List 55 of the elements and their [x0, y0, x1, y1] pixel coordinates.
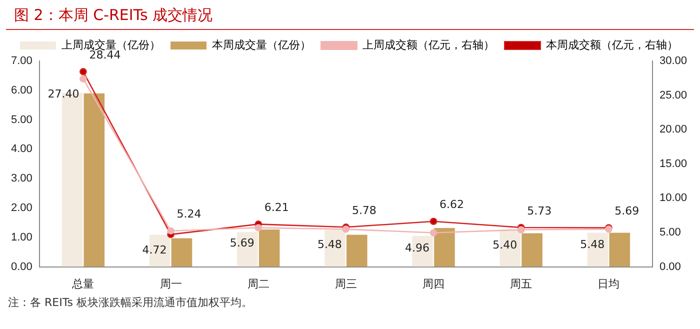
- bar: [434, 228, 455, 267]
- bar: [171, 238, 192, 267]
- x-tick-label: 周四: [422, 278, 445, 290]
- bar: [346, 234, 368, 267]
- y-tick-label: 0.00: [10, 260, 32, 273]
- y2-tick-label: 20.00: [659, 124, 688, 136]
- y2-tick-label: 25.00: [659, 89, 688, 102]
- data-label: 5.78: [352, 204, 376, 218]
- text: 注：各 REITs 板块涨跌幅采用流通市值加权平均。: [7, 296, 254, 310]
- y-tick-label: 4.00: [10, 143, 32, 156]
- x-tick-label: 日均: [598, 278, 620, 290]
- data-label: 5.69: [230, 236, 254, 250]
- point: [167, 227, 174, 235]
- x-tick-label: 周三: [334, 278, 357, 290]
- data-label: 4.96: [405, 242, 430, 255]
- y2-tick-label: 15.00: [659, 158, 688, 170]
- y2-tick-label: 30.00: [659, 55, 688, 68]
- bar: [522, 233, 542, 267]
- point: [80, 75, 87, 82]
- legend-label: 上周成交额（亿元，右轴）: [362, 38, 494, 52]
- point: [254, 224, 262, 232]
- data-label: 27.40: [48, 88, 80, 101]
- bar: [84, 93, 105, 267]
- point: [430, 229, 438, 236]
- y-tick-label: 2.00: [10, 202, 32, 214]
- bar: [258, 229, 280, 267]
- legend-label: 本周成交额（亿元，右轴）: [546, 38, 678, 52]
- y-tick-label: 6.00: [10, 84, 32, 96]
- data-label: 5.69: [614, 204, 640, 218]
- data-label: 28.44: [89, 48, 121, 62]
- y-tick-label: 5.00: [10, 114, 32, 126]
- y-tick-label: 1.00: [10, 231, 32, 244]
- data-label: 6.62: [440, 198, 464, 212]
- legend-label: 本周成交量（亿份）: [212, 38, 311, 52]
- y2-tick-label: 0.00: [659, 260, 681, 273]
- data-label: 6.21: [264, 201, 289, 214]
- x-tick-label: 周一: [160, 278, 182, 290]
- y-tick-label: 3.00: [10, 172, 32, 185]
- y-tick-label: 7.00: [10, 55, 32, 68]
- bar: [609, 232, 630, 267]
- data-label: 5.73: [527, 204, 552, 218]
- data-label: 5.40: [492, 238, 518, 252]
- point: [430, 218, 438, 226]
- point: [80, 68, 87, 76]
- y2-tick-label: 5.00: [659, 226, 681, 239]
- data-label: 5.24: [176, 208, 202, 221]
- x-tick-label: 周二: [247, 278, 270, 290]
- chart-title: 图 2：本周 C-REITs 成交情况: [6, 0, 694, 30]
- data-label: 5.48: [580, 238, 605, 252]
- x-tick-label: 周五: [510, 278, 532, 290]
- x-tick-label: 总量: [71, 277, 94, 290]
- data-label: 4.72: [142, 243, 167, 256]
- point: [517, 226, 525, 234]
- data-label: 5.48: [317, 238, 342, 252]
- y2-tick-label: 10.00: [659, 192, 688, 204]
